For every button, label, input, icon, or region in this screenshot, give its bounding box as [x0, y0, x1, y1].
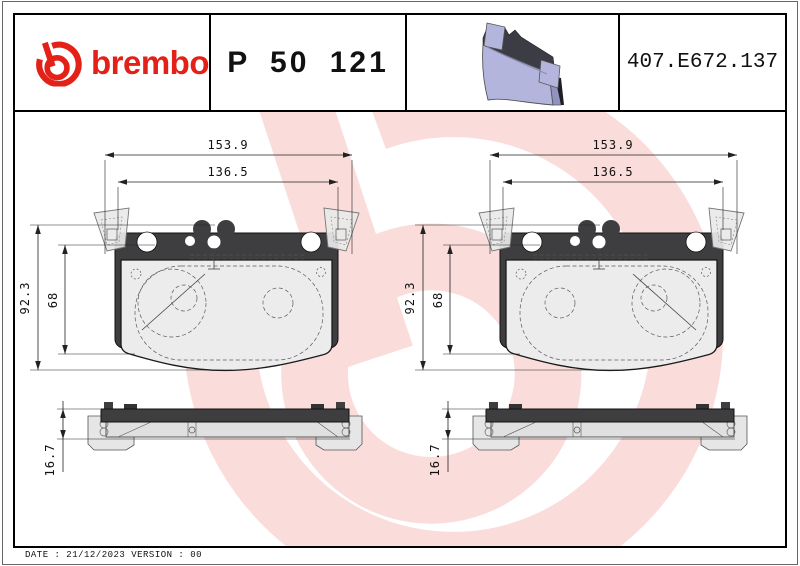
brembo-logo-icon [35, 39, 82, 87]
footer-date-version: DATE : 21/12/2023 VERSION : 00 [25, 550, 203, 560]
pad-assembly-left: 153.9 136.5 92.3 68 16.7 [18, 138, 363, 477]
wear-clip-right [323, 207, 360, 252]
product-photo-cell [405, 15, 618, 110]
pad-assembly-right: 153.9 136.5 92.3 68 16.7 [403, 138, 748, 477]
dimension-label: 68 [431, 292, 445, 308]
pad3d-left-ear [483, 22, 506, 51]
friction-detail-lines [515, 248, 711, 361]
pad3d-right-ear [538, 59, 561, 89]
wear-clip-right [708, 207, 745, 252]
dimension-set: 153.9 136.5 92.3 68 16.7 [18, 138, 353, 477]
brand-logo-cell: brembo [15, 15, 210, 110]
wear-clip-left [93, 207, 130, 252]
pad-info-right: WVA: 25219 QTY: x2 [563, 518, 647, 546]
dimension-set: 153.9 136.5 92.3 68 16.7 [403, 138, 738, 477]
dimension-label: 68 [46, 292, 60, 308]
dimension-label: 16.7 [43, 444, 57, 477]
wear-clip-left [478, 207, 515, 252]
pad-bottom-view [472, 402, 748, 451]
dimension-label: 153.9 [207, 138, 248, 152]
technical-drawing-canvas: 153.9 136.5 92.3 68 16.7 153.9 136.5 92.3 68 16.7 [18, 112, 748, 546]
dimension-label: 16.7 [428, 444, 442, 477]
part-number: P 50 121 [227, 45, 389, 79]
pad-front-view [478, 207, 745, 372]
part-number-cell: P 50 121 [209, 15, 405, 110]
pad3d-friction-body [482, 44, 554, 106]
catalog-code-cell: 407.E672.137 [618, 15, 785, 110]
pad-front-view [93, 207, 360, 372]
dimension-label: 153.9 [592, 138, 633, 152]
drawing-sheet-frame: brembo P 50 121 [13, 13, 787, 548]
dimension-label: 92.3 [18, 282, 32, 315]
drawing-area: 153.9 136.5 92.3 68 16.7 153.9 136.5 92.3 68 16.7… [15, 112, 785, 546]
friction-detail-lines [130, 248, 326, 361]
pad3d-chamfer-line [486, 46, 548, 75]
catalog-code: 407.E672.137 [626, 51, 779, 74]
pad-info-left: WVA: 25219 QTY: x2 [188, 518, 272, 546]
brake-pad-3d-illustration [482, 22, 564, 106]
brand-wordmark: brembo [90, 44, 210, 81]
pad-bottom-view [87, 402, 363, 451]
title-block: brembo P 50 121 [15, 15, 785, 112]
dimension-label: 92.3 [403, 282, 417, 315]
dimension-label: 136.5 [207, 165, 248, 179]
dimension-label: 136.5 [592, 165, 633, 179]
